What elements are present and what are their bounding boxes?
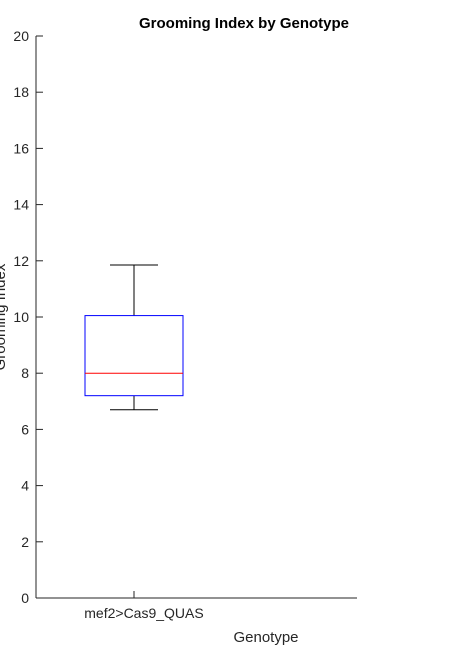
y-tick-label: 0 [21,590,29,606]
y-tick-label: 4 [21,478,29,494]
y-tick-label: 2 [21,534,29,550]
x-ticks: mef2>Cas9_QUAS [84,591,204,621]
y-tick-label: 16 [13,140,29,156]
y-axis: 0 2 4 6 8 10 12 14 16 18 20 [13,28,43,606]
y-tick-label: 12 [13,253,29,269]
y-axis-label: Grooming Index [0,263,9,370]
y-tick-label: 18 [13,84,29,100]
y-tick-label: 20 [13,28,29,44]
y-tick-label: 14 [13,197,29,213]
x-axis-label: Genotype [233,629,298,646]
x-tick-label: mef2>Cas9_QUAS [84,605,203,621]
x-axis: mef2>Cas9_QUAS [36,591,357,621]
box-plots [84,264,184,411]
y-tick-label: 6 [21,421,29,437]
box-iqr [84,315,184,397]
y-ticks: 0 2 4 6 8 10 12 14 16 18 20 [13,28,43,606]
chart-title: Grooming Index by Genotype [139,15,349,32]
y-tick-label: 10 [13,309,29,325]
y-tick-label: 8 [21,365,29,381]
